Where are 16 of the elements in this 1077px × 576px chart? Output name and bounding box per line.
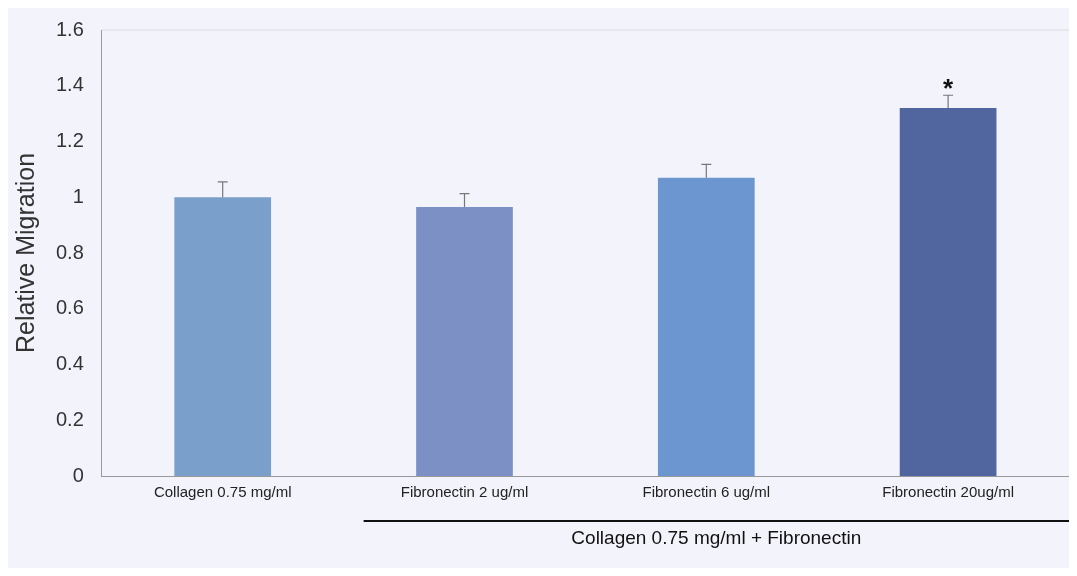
y-tick-label: 0.6 [55, 296, 84, 319]
annotation: * [943, 73, 955, 104]
y-tick-label: 1.2 [55, 129, 84, 152]
y-tick-label: 0.8 [55, 240, 84, 263]
y-tick-label: 1 [72, 184, 84, 207]
x-tick-label: Fibronectin 20ug/ml [882, 483, 1014, 501]
x-tick-label: Fibronectin 2 ug/ml [400, 483, 529, 501]
y-tick-label: 1.6 [55, 17, 84, 40]
y-tick-label: 1.4 [55, 73, 84, 96]
x-tick-label: Fibronectin 6 ug/ml [642, 483, 771, 501]
y-axis-title: Relative Migration [10, 152, 39, 354]
y-tick-label: 0.2 [55, 407, 84, 430]
text: Collagen 0.75 mg/ml + Fibronectin [571, 526, 862, 548]
x-tick-label: Collagen 0.75 mg/ml [153, 483, 292, 501]
y-tick-label: 0 [72, 463, 84, 486]
y-tick-label: 0.4 [55, 352, 84, 375]
